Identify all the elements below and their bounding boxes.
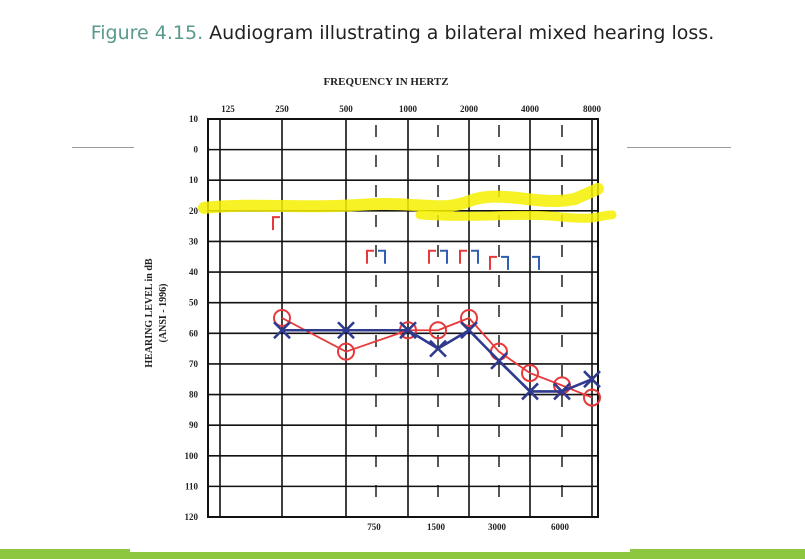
figure-caption: Figure 4.15. Audiogram illustrating a bi… [0,22,805,44]
right-divider [627,147,731,148]
left-divider [72,147,134,148]
right-ear-air-line [281,316,593,399]
chart-title: FREQUENCY IN HERTZ [323,76,448,88]
yellow-highlight-band [198,182,617,223]
bone-conduction-bracket [459,249,467,264]
bone-conduction-bracket [501,255,509,270]
y-tick-label: 120 [185,512,199,522]
bone-conduction-bracket [428,249,436,264]
y-tick-label: 0 [194,145,199,155]
left-ear-x-marker [429,339,447,358]
audiogram-grid [207,118,599,518]
y-tick-label: 20 [189,206,199,216]
figure-caption-text: Audiogram illustrating a bilateral mixed… [203,22,715,44]
grid-frame [207,118,599,518]
y-tick-label: 40 [189,267,199,277]
y-tick-label: 60 [189,328,199,338]
bone-conduction-bracket [272,216,280,231]
y-tick-label: 10 [189,114,199,124]
left-ear-x-marker [337,321,355,340]
x-top-tick-label: 1000 [399,104,418,114]
bone-conduction-bracket [440,249,448,264]
left-ear-x-marker [399,321,417,340]
bone-conduction-bracket [378,249,386,264]
x-bottom-tick-label: 750 [367,522,381,532]
highlight-stroke [198,182,604,214]
left-ear-x-marker [273,321,291,340]
x-top-tick-label: 4000 [521,104,540,114]
x-top-tick-label: 250 [275,104,289,114]
left-ear-x-marker [521,382,539,401]
bone-conduction-bracket [489,255,497,270]
left-ear-x-marker [553,382,571,401]
y-tick-label: 100 [185,451,199,461]
slide-accent-bar [0,549,805,559]
bone-conduction-bracket [366,249,374,264]
x-bottom-tick-label: 6000 [551,522,570,532]
left-ear-x-marker [490,351,508,370]
y-axis-label: HEARING LEVEL in dB [144,258,155,368]
y-tick-label: 90 [189,420,199,430]
right-ear-circle-marker [583,388,601,407]
bone-conduction-bracket [532,255,540,270]
x-top-tick-label: 8000 [583,104,602,114]
y-tick-label: 10 [189,175,199,185]
y-axis-sublabel: (ANSI - 1996) [158,284,169,343]
left-ear-air-line [282,328,593,393]
right-ear-circle-marker [521,364,539,383]
left-ear-x-marker [460,321,478,340]
right-ear-circle-marker [553,376,571,395]
y-tick-label: 110 [185,481,199,491]
highlight-stroke [415,210,617,223]
audiogram-marks [272,216,601,407]
right-ear-circle-marker [460,309,478,327]
x-top-tick-label: 2000 [460,104,479,114]
x-bottom-tick-label: 1500 [427,522,446,532]
right-ear-circle-marker [337,342,355,361]
x-bottom-tick-label: 3000 [488,522,507,532]
y-tick-label: 70 [189,359,199,369]
y-tick-label: 80 [189,390,199,400]
y-tick-label: 50 [189,298,199,308]
y-tick-label: 30 [189,236,199,246]
x-top-tick-label: 125 [221,104,235,114]
bone-conduction-bracket [471,249,479,264]
figure-label: Figure 4.15. [90,22,204,44]
right-ear-circle-marker [429,321,447,340]
x-top-tick-label: 500 [339,104,353,114]
left-ear-x-marker [583,370,601,389]
right-ear-circle-marker [273,309,291,327]
